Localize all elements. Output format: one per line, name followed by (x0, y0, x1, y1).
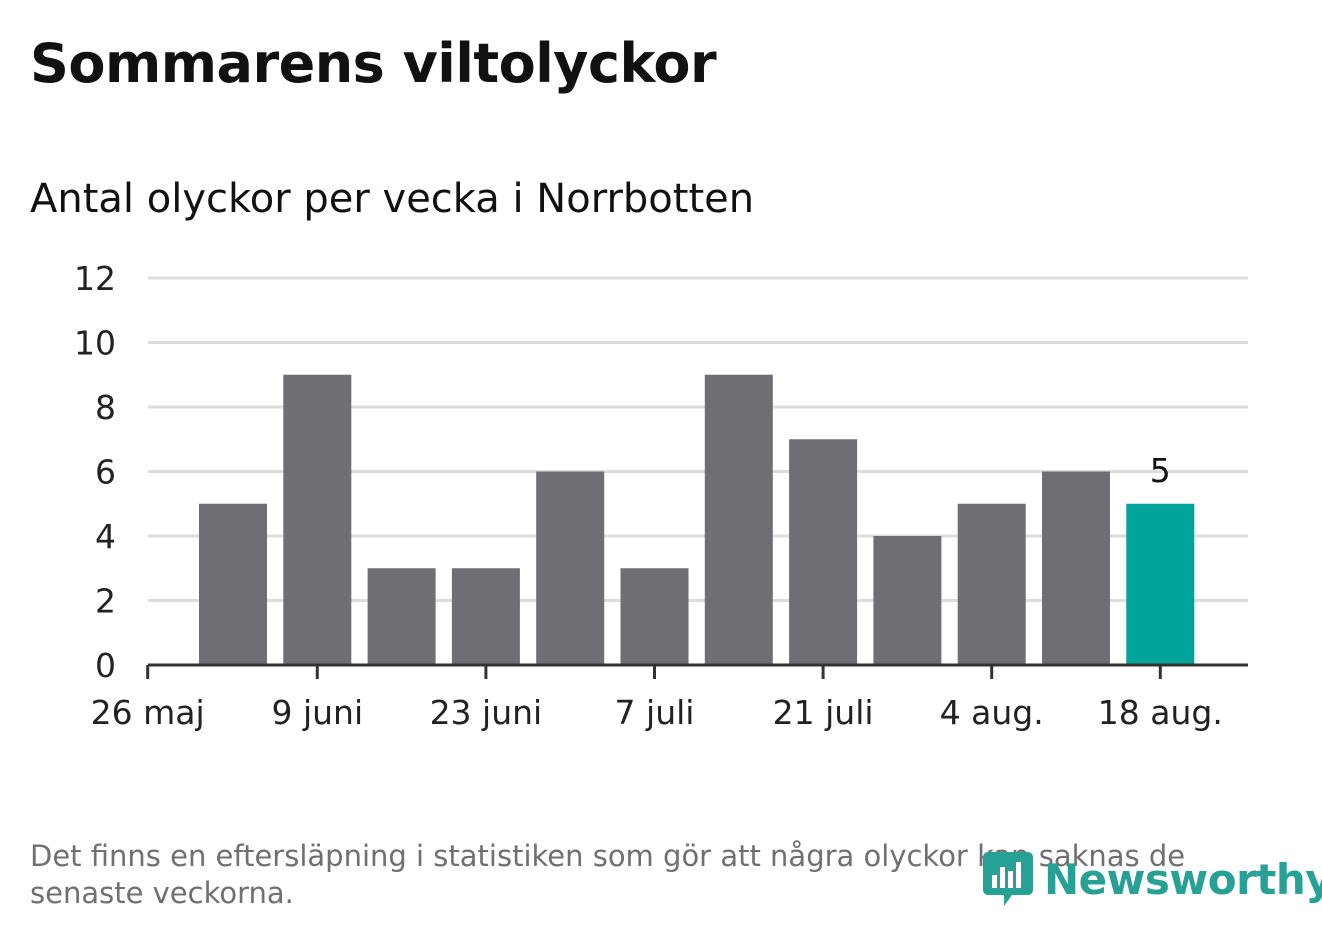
bar (451, 568, 520, 665)
bars (199, 374, 1195, 665)
highlight-value-label: 5 (1150, 451, 1171, 490)
x-tick-label: 7 juli (615, 693, 695, 732)
newsworthy-logo: Newsworthy (982, 848, 1322, 910)
x-axis-ticks: 26 maj 9 juni 23 juni 7 juli 21 juli 4 aug. 18… (91, 665, 1223, 732)
x-tick-label: 23 juni (430, 693, 543, 732)
x-tick-label: 26 maj (91, 693, 205, 732)
y-tick-label: 2 (95, 582, 116, 621)
x-tick-label: 4 aug. (940, 693, 1044, 732)
bar (704, 374, 773, 665)
bar (199, 503, 267, 665)
bar-highlight (1126, 503, 1195, 665)
x-tick-label: 18 aug. (1098, 693, 1223, 732)
bar (1042, 471, 1110, 665)
bar (620, 568, 689, 665)
bar-chart: 0 2 4 6 8 10 12 26 maj 9 juni 23 juni 7 juli 21 ju… (74, 259, 1248, 732)
y-tick-label: 0 (95, 646, 116, 685)
chart-title: Sommarens viltolyckor (30, 32, 717, 95)
data-labels: 5 (1150, 451, 1171, 490)
y-tick-label: 4 (95, 517, 116, 556)
bar-chart-speech-bubble-icon (983, 852, 1033, 906)
bar (873, 536, 942, 665)
bar (957, 503, 1026, 665)
x-tick-label: 21 juli (773, 693, 874, 732)
y-tick-label: 8 (95, 388, 116, 427)
logo-text: Newsworthy (1044, 854, 1322, 904)
bar (367, 568, 436, 665)
bar (283, 374, 352, 665)
chart-subtitle: Antal olyckor per vecka i Norrbotten (30, 176, 755, 222)
bar (536, 471, 605, 665)
y-axis-ticks: 0 2 4 6 8 10 12 (74, 259, 116, 685)
bar (789, 439, 858, 665)
x-tick-label: 9 juni (271, 693, 363, 732)
y-tick-label: 10 (74, 324, 116, 363)
y-tick-label: 12 (74, 259, 116, 298)
y-tick-label: 6 (95, 453, 116, 492)
